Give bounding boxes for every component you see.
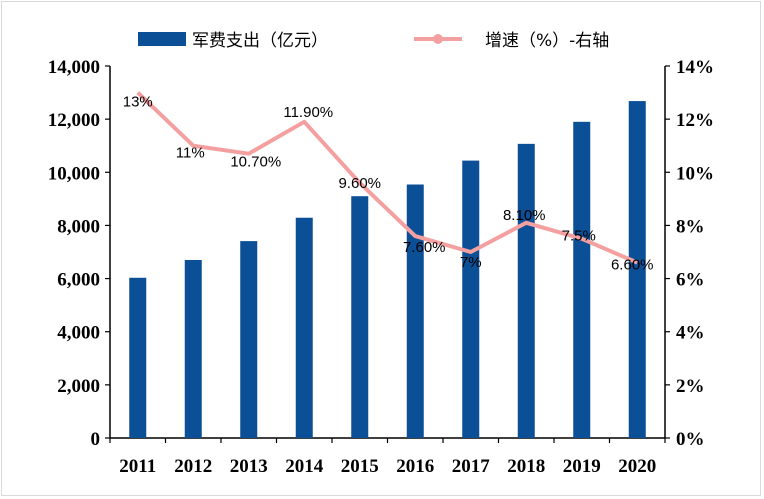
legend-swatch-bar [138,32,186,46]
bar [351,196,369,438]
y-left-tick-label: 12,000 [48,110,100,131]
y-right-tick-label: 12% [676,110,714,131]
y-right-tick-label: 4% [676,323,705,344]
y-right-tick-label: 10% [676,163,714,184]
y-right-tick-label: 2% [676,376,705,397]
y-left-tick-label: 6,000 [57,270,100,291]
x-tick-label: 2019 [563,456,601,477]
y-left-tick-label: 14,000 [48,57,100,78]
x-tick-label: 2018 [507,456,545,477]
y-right-tick-label: 0% [676,429,705,450]
y-right-tick-label: 8% [676,216,705,237]
growth-line [136,91,639,265]
legend-swatch-marker [433,34,443,44]
axes: 0 2,000 4,000 6,000 8,000 10,000 12,000 14,000 0… [48,57,714,477]
bar [406,184,424,438]
bar [517,143,535,438]
bar [184,259,202,438]
x-tick-label: 2013 [230,456,268,477]
legend-label-bar: 军费支出（亿元） [192,31,328,51]
data-label: 11% [176,145,205,162]
data-label: 7.5% [562,228,596,245]
x-tick-label: 2020 [618,456,656,477]
data-label: 7.60% [403,239,446,256]
data-label: 11.90% [283,104,333,121]
bar [129,277,147,438]
y-left-tick-label: 4,000 [57,323,100,344]
data-label: 8.10% [503,207,546,224]
data-label: 9.60% [338,175,381,192]
bar [628,101,646,439]
data-label: 6.60% [611,257,654,274]
legend: 军费支出（亿元） 增速（%）-右轴 [138,31,609,51]
x-tick-label: 2014 [285,456,324,477]
data-label: 7% [460,254,482,271]
line-series [136,91,639,265]
x-tick-label: 2017 [452,456,491,477]
y-left-tick-label: 10,000 [48,163,100,184]
y-left-tick-label: 8,000 [57,216,100,237]
legend-label-line: 增速（%）-右轴 [485,31,609,51]
y-left-tick-label: 0 [91,429,101,450]
x-tick-label: 2011 [119,456,156,477]
data-label: 13% [123,94,153,111]
bar [462,160,480,438]
bar-series [129,101,646,439]
y-right-tick-label: 14% [676,57,714,78]
bar [573,121,591,439]
bar [240,241,258,438]
y-left-tick-label: 2,000 [57,376,100,397]
data-label: 10.70% [230,154,281,171]
x-tick-label: 2015 [341,456,379,477]
x-tick-label: 2012 [174,456,212,477]
x-tick-label: 2016 [396,456,434,477]
y-right-tick-label: 6% [676,270,705,291]
data-labels: 13% 11% 10.70% 11.90% 9.60% 7.60% 7% 8.10% 7.5% 6… [123,94,654,274]
bar [295,217,313,438]
